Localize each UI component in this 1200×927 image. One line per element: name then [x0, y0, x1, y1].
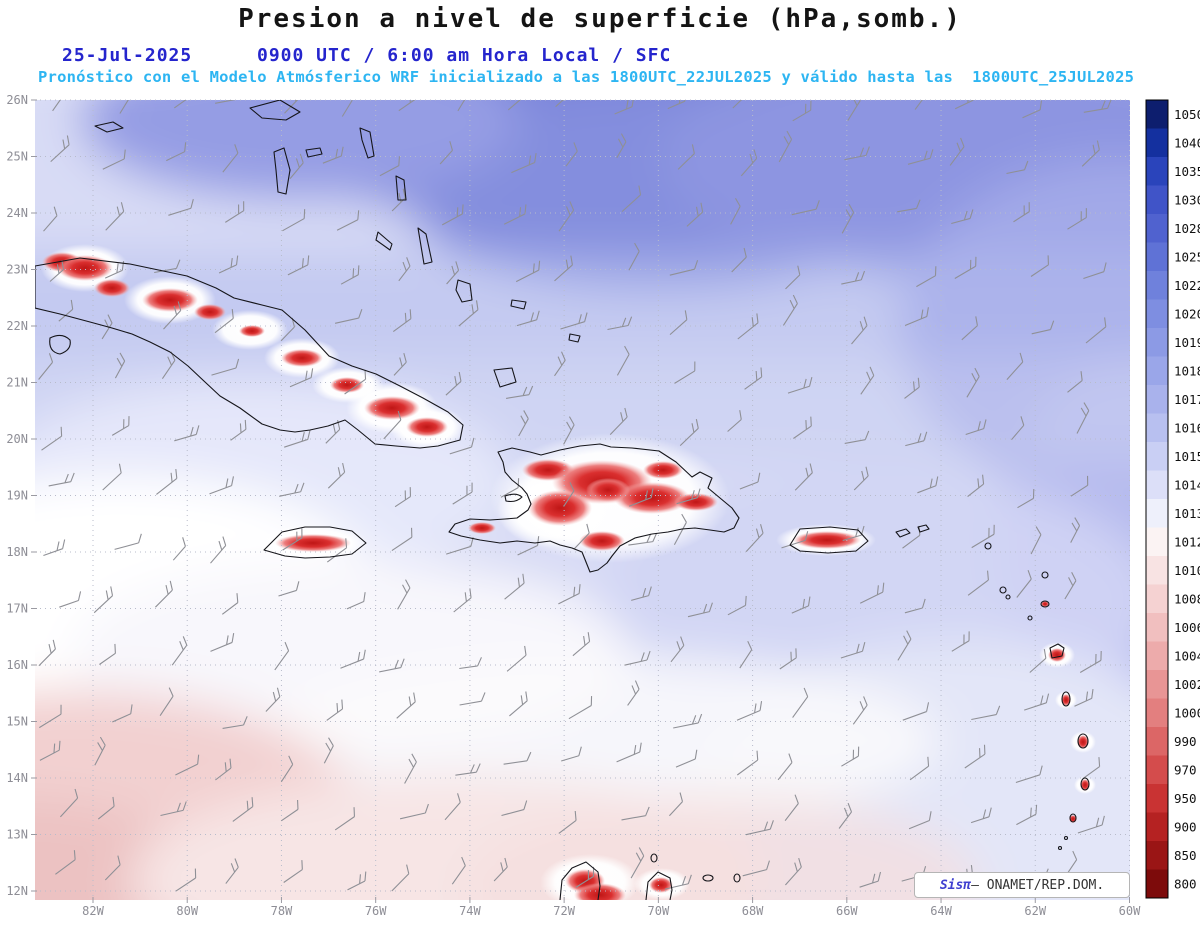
svg-text:800: 800 [1174, 876, 1197, 891]
svg-text:1035: 1035 [1174, 164, 1200, 179]
svg-text:970: 970 [1174, 762, 1197, 777]
svg-text:990: 990 [1174, 734, 1197, 749]
svg-text:64W: 64W [930, 904, 952, 918]
low-cores [42, 252, 1090, 900]
svg-text:25N: 25N [6, 150, 28, 164]
svg-text:16N: 16N [6, 658, 28, 672]
isla-juventud-coastline [49, 334, 71, 355]
graticule-grid [35, 99, 1130, 900]
svg-text:1013: 1013 [1174, 506, 1200, 521]
svg-text:70W: 70W [648, 904, 670, 918]
svg-text:1022: 1022 [1174, 278, 1200, 293]
svg-text:72W: 72W [553, 904, 575, 918]
svg-text:1000: 1000 [1174, 705, 1200, 720]
valid-time-label: 0900 UTC / 6:00 am Hora Local / SFC [257, 45, 672, 66]
svg-text:850: 850 [1174, 848, 1197, 863]
svg-text:1040: 1040 [1174, 135, 1200, 150]
forecast-init-line: Pronóstico con el Modelo Atmósferico WRF… [38, 68, 1135, 86]
svg-text:1018: 1018 [1174, 363, 1200, 378]
svg-text:1002: 1002 [1174, 677, 1200, 692]
svg-text:68W: 68W [742, 904, 764, 918]
pressure-lows [41, 244, 1096, 900]
svg-text:1030: 1030 [1174, 192, 1200, 207]
svg-text:1028: 1028 [1174, 221, 1200, 236]
svg-text:15N: 15N [6, 715, 28, 729]
svg-text:900: 900 [1174, 819, 1197, 834]
svg-text:1014: 1014 [1174, 477, 1200, 492]
svg-text:20N: 20N [6, 432, 28, 446]
svg-text:60W: 60W [1119, 904, 1141, 918]
svg-text:1017: 1017 [1174, 392, 1200, 407]
svg-text:22N: 22N [6, 319, 28, 333]
date-label: 25-Jul-2025 [62, 45, 193, 66]
page-title: Presion a nivel de superficie (hPa,somb.… [238, 4, 962, 34]
svg-text:1020: 1020 [1174, 306, 1200, 321]
jamaica-coastline [263, 526, 367, 559]
svg-text:1016: 1016 [1174, 420, 1200, 435]
svg-text:21N: 21N [6, 376, 28, 390]
svg-text:24N: 24N [6, 206, 28, 220]
svg-text:1019: 1019 [1174, 335, 1200, 350]
svg-text:1004: 1004 [1174, 648, 1200, 663]
svg-text:13N: 13N [6, 828, 28, 842]
bahamas-islands [94, 100, 581, 388]
svg-text:14N: 14N [6, 771, 28, 785]
coastlines [35, 100, 1090, 900]
svg-text:76W: 76W [365, 904, 387, 918]
svg-text:1010: 1010 [1174, 563, 1200, 578]
svg-text:23N: 23N [6, 263, 28, 277]
svg-text:74W: 74W [459, 904, 481, 918]
axis-labels: 26N 25N 24N 23N 22N 21N 20N 19N 18N 17N 16N 15N 14N 1… [6, 93, 1141, 918]
svg-text:66W: 66W [836, 904, 858, 918]
svg-text:12N: 12N [6, 884, 28, 898]
virgin-islands [895, 524, 930, 538]
svg-text:1006: 1006 [1174, 620, 1200, 635]
svg-text:18N: 18N [6, 545, 28, 559]
svg-text:1012: 1012 [1174, 534, 1200, 549]
svg-text:82W: 82W [82, 904, 104, 918]
svg-text:1050: 1050 [1174, 107, 1200, 122]
svg-text:62W: 62W [1024, 904, 1046, 918]
svg-text:19N: 19N [6, 489, 28, 503]
svg-text:950: 950 [1174, 791, 1197, 806]
credit-sispi-label: Sisπ [939, 877, 972, 893]
cuba-coastline [35, 257, 464, 449]
pressure-colorbar: 1050 1040 1035 1030 1028 1025 1022 1020 1019 1018… [1145, 99, 1200, 899]
svg-text:17N: 17N [6, 602, 28, 616]
south-american-coast [559, 853, 741, 900]
svg-text:78W: 78W [271, 904, 293, 918]
credit-onamet-label: — ONAMET/REP.DOM. [971, 877, 1105, 893]
puerto-rico-coastline [789, 526, 869, 554]
credit-box: Sisπ — ONAMET/REP.DOM. [914, 872, 1130, 898]
svg-text:1025: 1025 [1174, 249, 1200, 264]
svg-text:26N: 26N [6, 93, 28, 107]
svg-text:1008: 1008 [1174, 591, 1200, 606]
wind-barbs [38, 100, 1112, 892]
hispaniola-coastline [448, 443, 740, 573]
gonave-island [504, 493, 523, 503]
svg-text:80W: 80W [176, 904, 198, 918]
svg-text:1015: 1015 [1174, 449, 1200, 464]
